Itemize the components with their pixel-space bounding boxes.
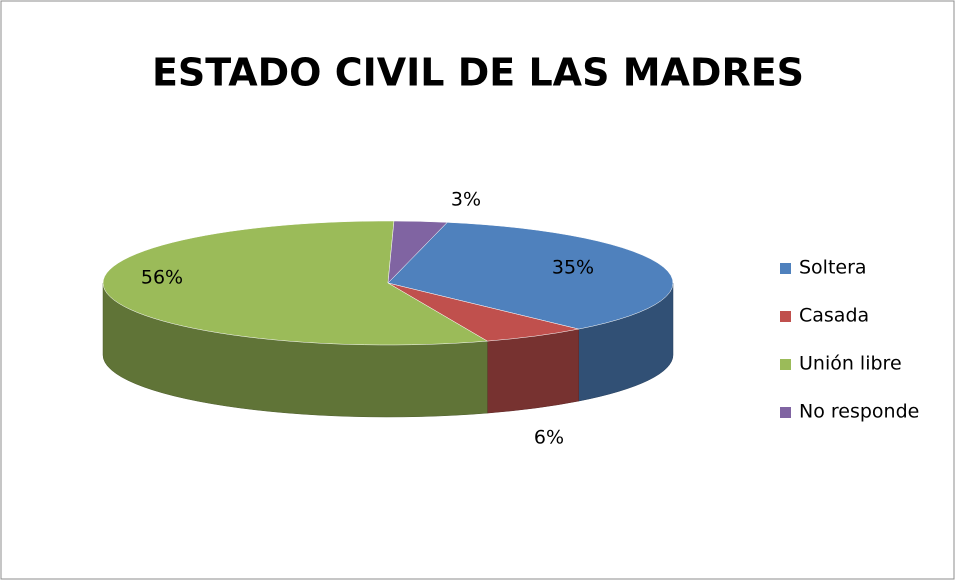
pie-side [487, 328, 579, 414]
data-label: 3% [451, 189, 481, 211]
pie-slice [387, 220, 448, 284]
legend-swatch [780, 359, 791, 370]
legend-label: No responde [799, 401, 919, 423]
pie-slice [102, 220, 489, 346]
data-label: 6% [534, 427, 564, 449]
pie-slice [387, 222, 674, 330]
legend-swatch [780, 311, 791, 322]
data-label: 35% [552, 257, 594, 279]
legend-swatch [780, 407, 791, 418]
legend-label: Casada [799, 305, 869, 327]
legend-label: Soltera [799, 257, 867, 279]
chart-title: ESTADO CIVIL DE LAS MADRES [152, 51, 804, 95]
legend-swatch [780, 263, 791, 274]
data-label: 56% [141, 267, 183, 289]
legend-label: Unión libre [799, 353, 902, 375]
